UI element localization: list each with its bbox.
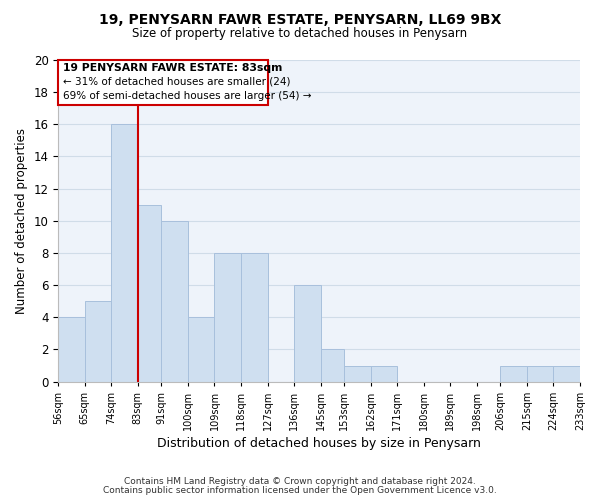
Bar: [344, 366, 371, 382]
Text: Contains HM Land Registry data © Crown copyright and database right 2024.: Contains HM Land Registry data © Crown c…: [124, 477, 476, 486]
Text: Size of property relative to detached houses in Penysarn: Size of property relative to detached ho…: [133, 28, 467, 40]
Bar: [320, 350, 344, 382]
Text: 19, PENYSARN FAWR ESTATE, PENYSARN, LL69 9BX: 19, PENYSARN FAWR ESTATE, PENYSARN, LL69…: [99, 12, 501, 26]
Y-axis label: Number of detached properties: Number of detached properties: [15, 128, 28, 314]
Text: 19 PENYSARN FAWR ESTATE: 83sqm: 19 PENYSARN FAWR ESTATE: 83sqm: [62, 63, 282, 73]
Bar: [188, 318, 214, 382]
Text: ← 31% of detached houses are smaller (24): ← 31% of detached houses are smaller (24…: [62, 77, 290, 87]
Bar: [58, 60, 268, 105]
Bar: [500, 366, 527, 382]
Bar: [294, 285, 320, 382]
Bar: [161, 221, 188, 382]
Bar: [138, 204, 161, 382]
Text: Contains public sector information licensed under the Open Government Licence v3: Contains public sector information licen…: [103, 486, 497, 495]
X-axis label: Distribution of detached houses by size in Penysarn: Distribution of detached houses by size …: [157, 437, 481, 450]
Bar: [112, 124, 138, 382]
Text: 69% of semi-detached houses are larger (54) →: 69% of semi-detached houses are larger (…: [62, 92, 311, 102]
Bar: [85, 301, 112, 382]
Bar: [214, 253, 241, 382]
Bar: [241, 253, 268, 382]
Bar: [371, 366, 397, 382]
Bar: [527, 366, 553, 382]
Bar: [553, 366, 580, 382]
Bar: [58, 318, 85, 382]
